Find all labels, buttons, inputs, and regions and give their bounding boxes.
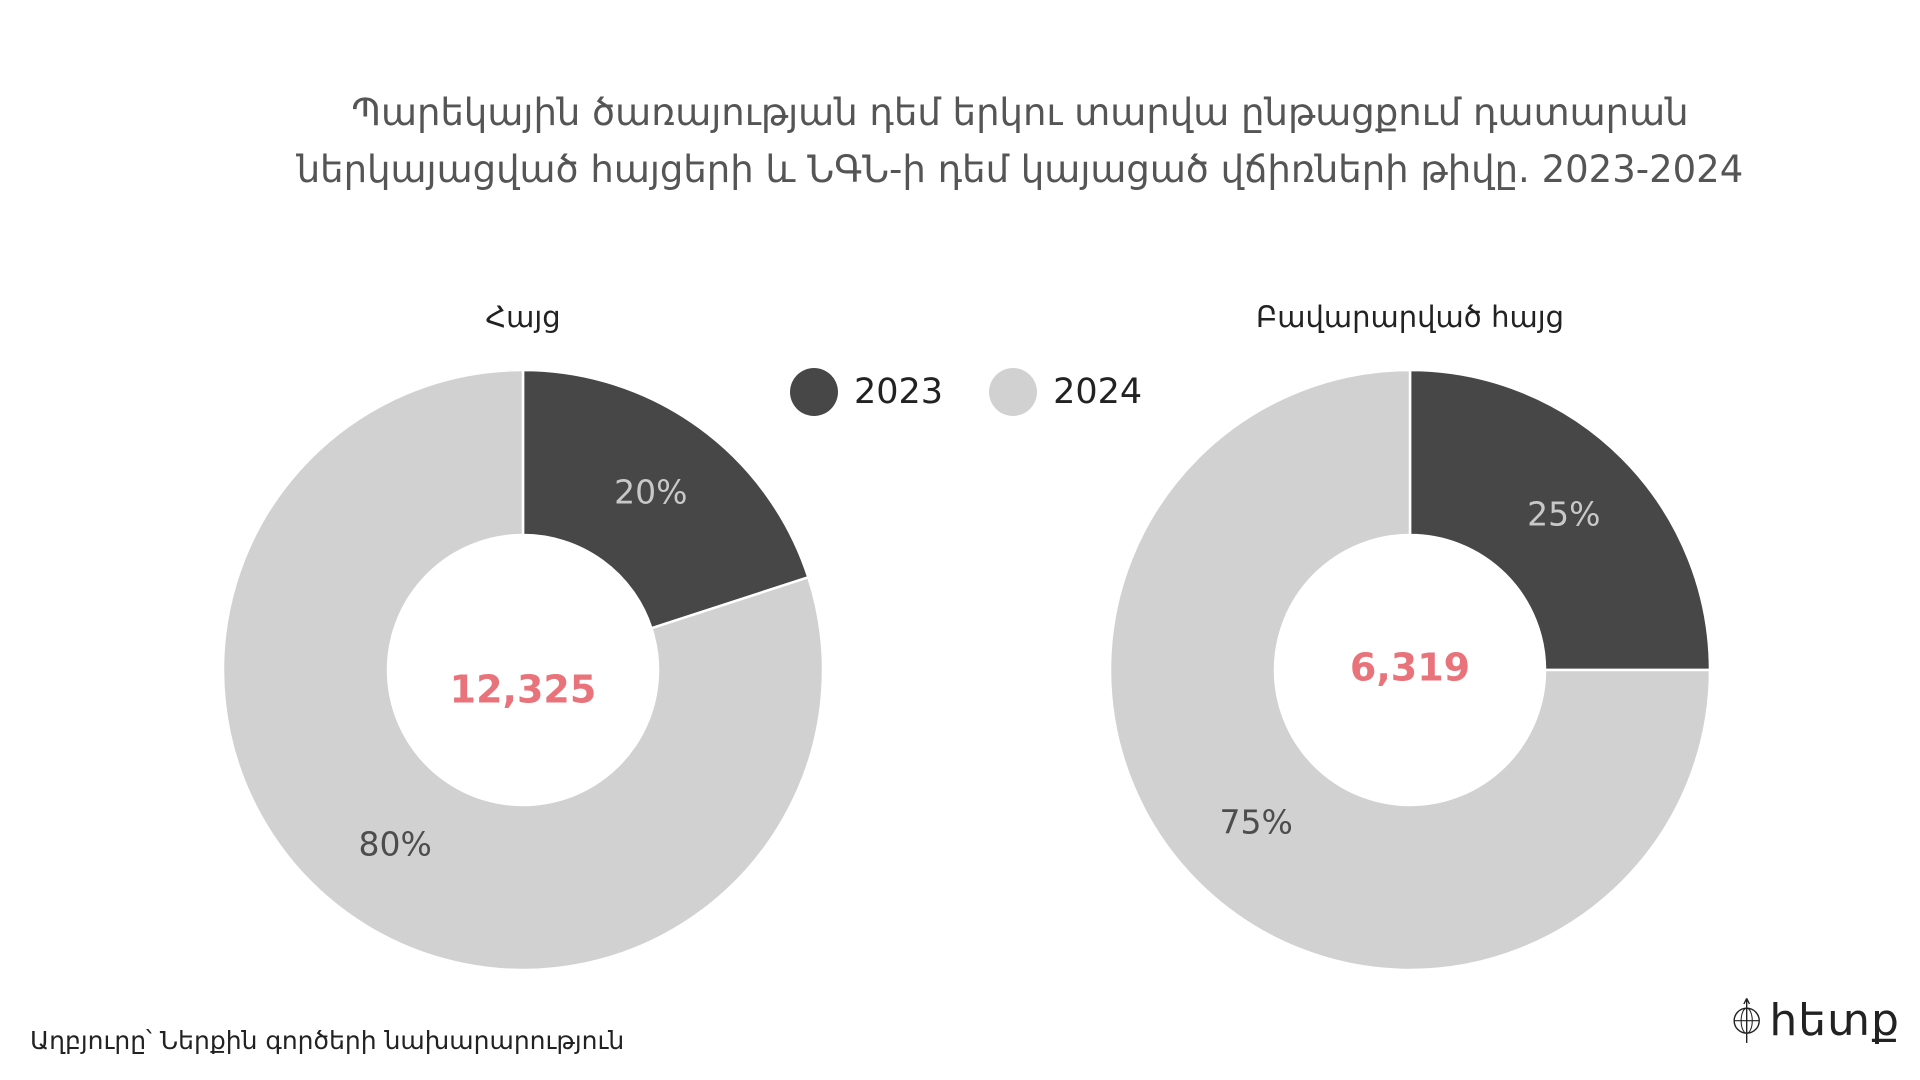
donut-claims-label-2023: 20% [614,473,687,512]
legend-label-2024: 2024 [1053,372,1143,412]
donut-claims-slice-2023 [521,368,810,630]
donut-claims-slice-2024 [221,368,825,972]
legend: 2023 2024 [790,367,1188,417]
chart-title-block: Պարեկային ծառայության դեմ երկու տարվա ըն… [0,84,1920,198]
legend-item-2023: 2023 [790,368,943,416]
legend-item-2024: 2024 [989,368,1142,416]
compass-globe-icon [1733,998,1760,1043]
legend-label-2023: 2023 [854,372,944,412]
legend-swatch-2024 [989,368,1038,416]
source-note: Աղբյուրը՝ Ներքին գործերի նախարարություն [30,1026,625,1055]
donut-satisfied-claims-total: 6,319 [1350,646,1470,690]
donut-title-satisfied-claims: Բավարարված հայց [1256,300,1564,334]
donut-satisfied-claims-slice-2023 [1408,368,1712,672]
legend-swatch-2023 [790,368,838,416]
donut-satisfied-claims-label-2023: 25% [1527,495,1600,534]
donut-claims-total: 12,325 [450,668,597,712]
donut-satisfied-claims-label-2024: 75% [1220,802,1293,841]
donut-title-claims: Հայց [485,300,561,334]
title-line-2: ներկայացված հայցերի և ՆԳՆ-ի դեմ կայացած … [296,148,1744,191]
donut-claims-label-2024: 80% [358,824,431,863]
donut-satisfied-claims-slice-2024 [1108,368,1712,972]
logo-text: hետք [1769,994,1900,1046]
title-line-1: Պարեկային ծառայության դեմ երկու տարվա ըն… [351,91,1689,134]
logo: hետք [1730,980,1900,1060]
